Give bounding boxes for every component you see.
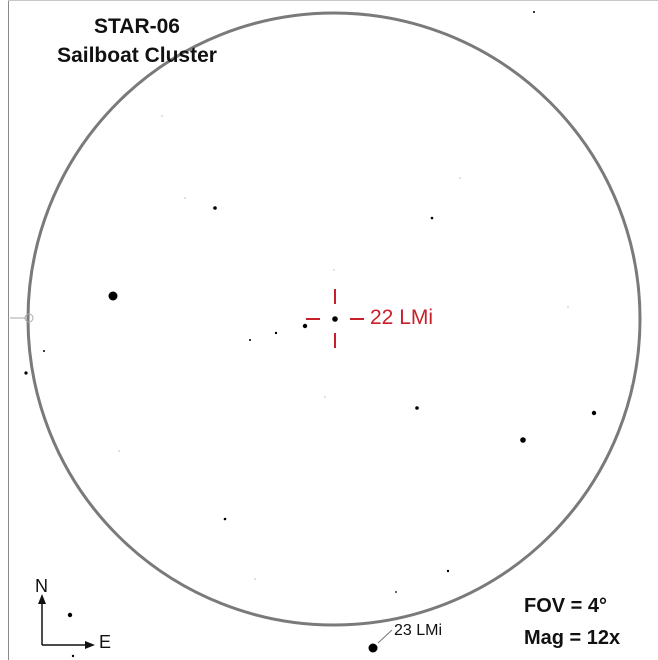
object-code: STAR-06 [94,15,180,38]
north-arrowhead-icon [38,594,46,604]
east-arrowhead-icon [85,641,95,649]
faint-star [567,306,569,308]
frame-left-edge [8,0,9,660]
star [395,591,397,593]
star [249,339,251,341]
star [213,206,217,210]
faint-star [184,197,186,199]
target-crosshair [306,289,364,348]
star [520,437,526,443]
target-label-23-lmi: 23 LMi [394,622,443,639]
faint-star [161,115,163,117]
star [43,350,45,352]
fov-text: FOV = 4° [524,595,608,617]
view-info: FOV = 4° Mag = 12x [524,590,620,654]
compass-arrows [38,594,95,649]
label-leader-line [377,629,393,644]
star [67,612,73,618]
target-star-23-lmi [368,643,378,653]
field-of-view-circle [26,11,642,627]
compass-east-label: E [99,632,112,652]
star [223,517,227,521]
star [415,406,419,410]
star [430,216,434,220]
faint-star [118,450,120,452]
star [591,410,597,416]
star [24,371,28,375]
chart-title: STAR-06 Sailboat Cluster [42,12,232,70]
star [446,569,450,573]
star [71,654,75,658]
star [108,291,118,301]
faint-star [333,269,335,271]
faint-star [324,396,326,398]
faint-star [630,385,632,387]
faint-star [254,578,256,580]
frame-top-edge [8,0,658,1]
target-star-22-lmi [332,316,338,322]
stars [24,11,632,658]
faint-star [459,177,461,179]
magnification-text: Mag = 12x [524,627,621,649]
star [274,331,278,335]
object-name: Sailboat Cluster [57,44,217,67]
star [302,323,308,329]
target-label-22-lmi: 22 LMi [370,306,434,329]
edge-ring-marker [24,313,34,323]
compass-north-label: N [35,576,48,596]
star [533,11,535,13]
